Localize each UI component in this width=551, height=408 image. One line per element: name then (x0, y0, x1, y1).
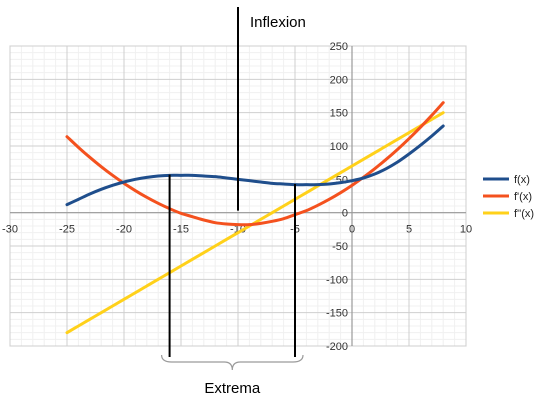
axes (10, 46, 466, 346)
series-f-prime-line (65, 101, 445, 227)
y-tick-label: 200 (330, 74, 348, 86)
y-tick-label: 150 (330, 108, 348, 120)
x-tick-label: 5 (406, 224, 412, 236)
legend-entry-1: f(x) (514, 174, 530, 186)
inflexion-label: Inflexion (250, 14, 306, 31)
extrema-brace (161, 354, 304, 371)
y-tick-label: -150 (326, 308, 348, 320)
x-tick-label: -25 (59, 224, 75, 236)
y-tick-label: 0 (342, 208, 348, 220)
x-tick-label: -10 (230, 224, 246, 236)
legend-entry-2: f'(x) (514, 191, 532, 203)
legend-entry-3: f''(x) (514, 208, 534, 220)
y-tick-label: -100 (326, 274, 348, 286)
series-lines (65, 101, 445, 335)
legend: f(x) f'(x) f''(x) (483, 174, 534, 220)
series-f-line (65, 124, 445, 207)
x-tick-label: -15 (173, 224, 189, 236)
y-tick-label: 100 (330, 141, 348, 153)
annotations: Inflexion Extrema (161, 7, 306, 397)
extrema-label: Extrema (204, 380, 261, 397)
x-tick-label: -20 (116, 224, 132, 236)
x-tick-label: 0 (349, 224, 355, 236)
x-tick-label: -30 (2, 224, 18, 236)
grid (9, 45, 467, 347)
x-tick-label: 10 (460, 224, 472, 236)
y-tick-label: 250 (330, 41, 348, 53)
y-tick-label: -200 (326, 341, 348, 353)
y-tick-label: -50 (332, 241, 348, 253)
